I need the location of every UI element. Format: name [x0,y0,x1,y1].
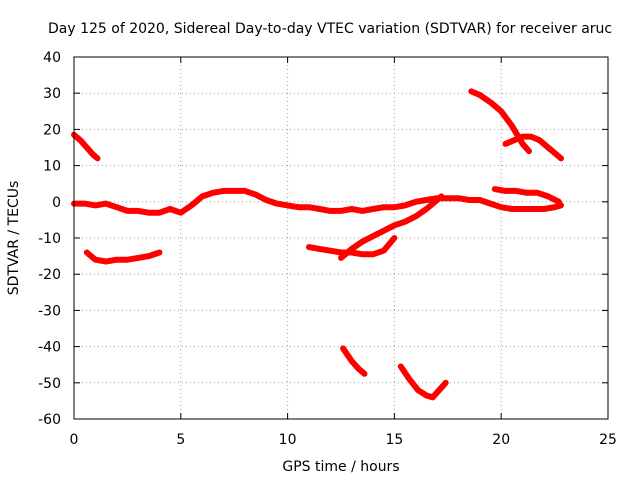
series-track-6 [340,345,368,377]
y-tick-label: 40 [43,50,61,66]
y-tick-label: -50 [38,376,61,392]
y-tick-label: -10 [38,231,61,247]
series-track-8 [468,88,532,155]
y-tick-label: -30 [38,303,61,319]
series-track-10 [491,186,562,205]
y-tick-label: 10 [43,159,61,175]
series-track-7 [397,363,449,401]
y-tick-label: -40 [38,340,61,356]
series-track-9 [502,133,564,162]
y-tick-label: -20 [38,267,61,283]
x-tick-label: 25 [599,432,617,448]
x-tick-label: 15 [385,432,403,448]
axis-ticks [73,56,609,420]
y-tick-label: -60 [38,412,61,428]
x-tick-label: 10 [279,432,297,448]
x-tick-label: 5 [176,432,185,448]
plot-frame [73,56,609,420]
y-tick-label: 30 [43,86,61,102]
data-series [71,88,564,401]
tick-labels: 0 5 10 15 20 25 -60 -50 -40 -30 -20 -10 0 10 20 30 40 [38,50,617,448]
y-axis-title: SDTVAR / TECUs [6,181,22,296]
series-track-5 [338,193,445,261]
series-track-3 [83,249,163,265]
grid [74,57,608,419]
x-tick-label: 20 [492,432,510,448]
series-track-1 [71,131,101,162]
x-axis-title: GPS time / hours [282,459,399,475]
y-tick-label: 20 [43,122,61,138]
series-track-2 [71,187,564,216]
x-tick-label: 0 [70,432,79,448]
chart-title: Day 125 of 2020, Sidereal Day-to-day VTE… [48,21,612,37]
y-tick-label: 0 [52,195,61,211]
